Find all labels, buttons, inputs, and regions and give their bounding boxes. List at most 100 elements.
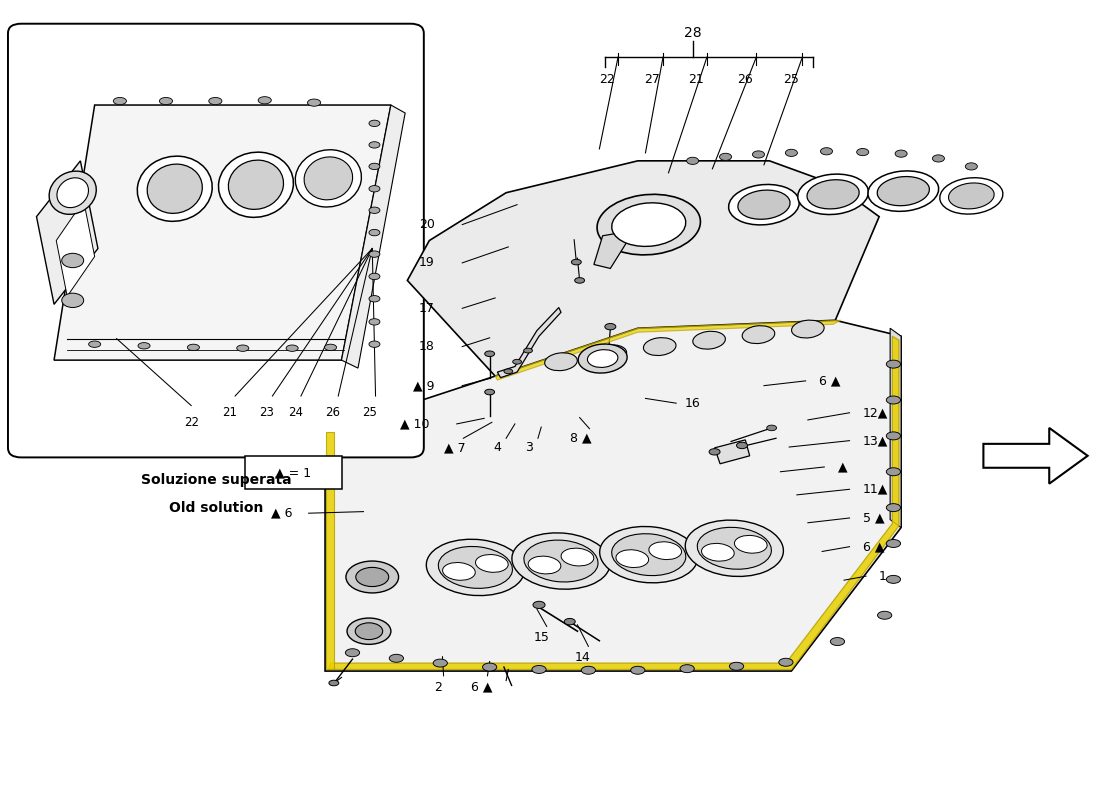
Text: 4: 4 [494,442,502,454]
Ellipse shape [160,98,173,105]
Ellipse shape [587,350,618,367]
Text: 28: 28 [684,26,702,40]
Ellipse shape [485,390,495,395]
Text: 20: 20 [419,218,435,231]
Ellipse shape [939,178,1003,214]
Text: 22: 22 [600,73,615,86]
Ellipse shape [737,442,748,449]
Ellipse shape [798,174,868,214]
Ellipse shape [368,274,379,280]
Polygon shape [594,233,627,269]
Ellipse shape [887,468,901,476]
Ellipse shape [887,360,901,368]
Ellipse shape [616,550,649,567]
Ellipse shape [286,345,298,351]
Ellipse shape [719,154,732,161]
Polygon shape [327,432,333,670]
Ellipse shape [605,323,616,330]
Text: 18: 18 [419,340,435,353]
Ellipse shape [857,149,869,156]
Ellipse shape [702,543,734,561]
Ellipse shape [304,157,353,200]
Polygon shape [715,440,750,464]
Text: ▲: ▲ [837,461,847,474]
Ellipse shape [649,542,682,559]
Ellipse shape [807,180,859,209]
Text: 26: 26 [326,406,340,418]
Polygon shape [983,428,1088,484]
Ellipse shape [792,320,824,338]
Ellipse shape [368,318,379,325]
Ellipse shape [147,164,202,214]
Text: ▲ 6: ▲ 6 [271,506,293,520]
Ellipse shape [427,539,525,595]
Text: a p: a p [496,434,648,558]
Text: 5 ▲: 5 ▲ [862,511,884,525]
Text: ▲ 7: ▲ 7 [443,442,465,454]
Ellipse shape [594,345,627,362]
Text: Old solution: Old solution [168,501,263,514]
Ellipse shape [355,567,388,586]
Ellipse shape [571,259,581,265]
Text: 25: 25 [783,73,800,86]
Ellipse shape [612,203,685,246]
Ellipse shape [581,666,595,674]
Ellipse shape [513,359,521,364]
Ellipse shape [574,278,584,283]
Ellipse shape [258,97,272,104]
Text: 6 ▲: 6 ▲ [471,681,493,694]
Text: 22: 22 [184,416,199,429]
Ellipse shape [442,562,475,580]
Ellipse shape [697,527,771,570]
Polygon shape [407,161,879,376]
Ellipse shape [209,98,222,105]
Ellipse shape [630,666,645,674]
Ellipse shape [229,160,284,210]
Ellipse shape [887,432,901,440]
Ellipse shape [346,618,390,644]
Ellipse shape [187,344,199,350]
Ellipse shape [966,163,978,170]
Ellipse shape [887,575,901,583]
Ellipse shape [728,185,800,225]
Text: 1995: 1995 [636,421,859,586]
Ellipse shape [219,152,294,218]
Ellipse shape [887,504,901,512]
Text: 25: 25 [363,406,377,418]
Ellipse shape [735,535,767,553]
Ellipse shape [767,425,777,430]
Ellipse shape [693,331,725,349]
Ellipse shape [680,665,694,673]
Text: 15: 15 [534,631,549,644]
Ellipse shape [779,658,793,666]
Ellipse shape [644,338,676,355]
Ellipse shape [532,666,547,674]
Ellipse shape [57,178,88,208]
Ellipse shape [752,151,764,158]
Text: 6 ▲: 6 ▲ [818,374,840,387]
Ellipse shape [868,171,938,211]
Ellipse shape [389,654,404,662]
Ellipse shape [329,680,339,686]
Ellipse shape [895,150,908,158]
Ellipse shape [345,561,398,593]
Ellipse shape [475,554,508,572]
Polygon shape [326,320,901,671]
Polygon shape [495,320,840,380]
Ellipse shape [138,156,212,222]
Ellipse shape [368,163,379,170]
Ellipse shape [368,120,379,126]
Polygon shape [56,201,95,296]
Text: 13▲: 13▲ [862,434,888,447]
Ellipse shape [50,171,97,214]
Ellipse shape [62,254,84,268]
Polygon shape [341,105,405,368]
Ellipse shape [504,369,513,374]
Ellipse shape [685,520,783,577]
Ellipse shape [878,611,892,619]
Ellipse shape [564,618,575,625]
Ellipse shape [933,155,945,162]
Ellipse shape [948,183,994,209]
Polygon shape [890,328,901,527]
Ellipse shape [887,396,901,404]
